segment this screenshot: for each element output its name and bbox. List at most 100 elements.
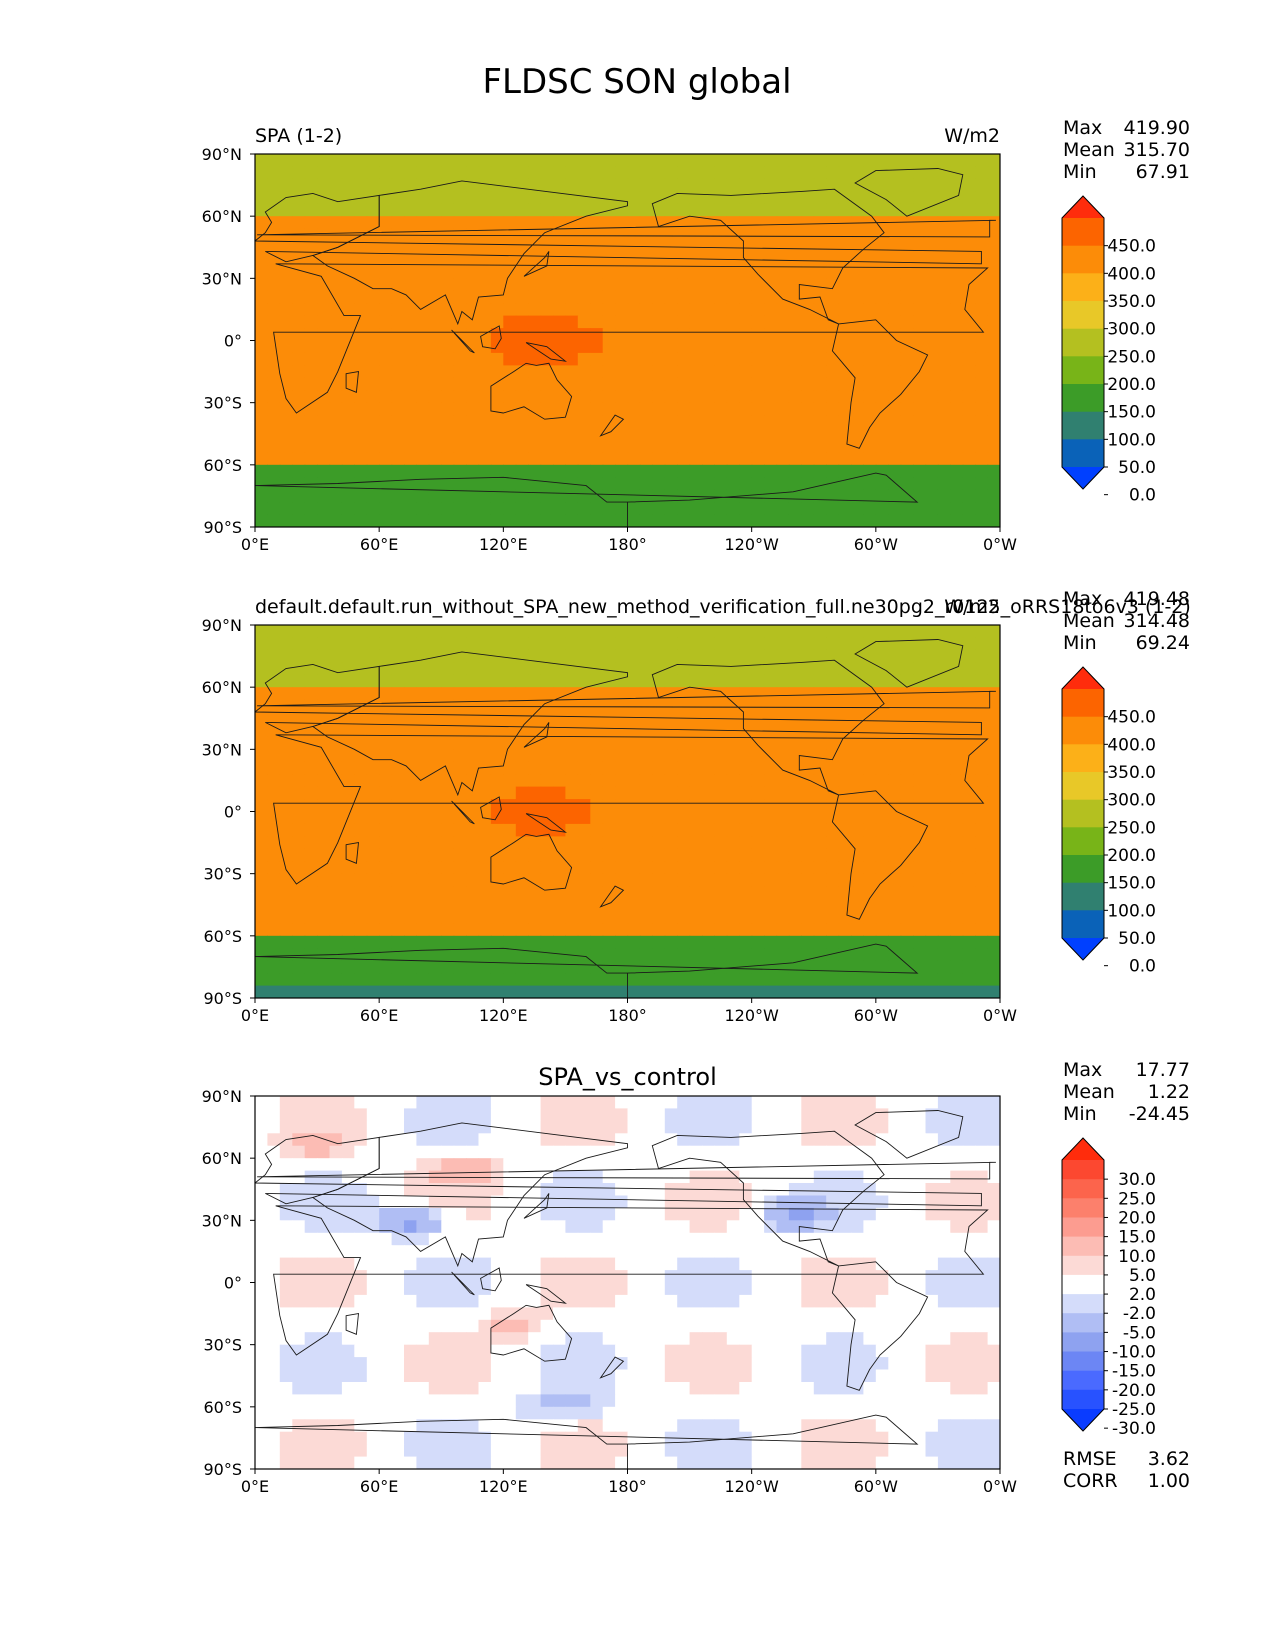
map-cell [788, 303, 802, 317]
map-cell [466, 724, 480, 738]
map-cell [528, 649, 542, 663]
map-cell [391, 911, 405, 924]
map-cell [826, 278, 840, 292]
map-cell [751, 390, 765, 404]
map-cell [279, 761, 293, 775]
map-cell [851, 1096, 864, 1109]
map-cell [863, 1257, 877, 1271]
map-cell [528, 1158, 542, 1172]
map-cell [714, 898, 728, 912]
colorbar-swatch [1062, 384, 1104, 413]
map-cell [379, 1294, 393, 1308]
map-cell [317, 637, 331, 651]
map-cell [937, 390, 951, 404]
map-cell [478, 415, 492, 429]
map-cell [466, 662, 480, 676]
map-cell [540, 154, 554, 167]
map-cell [404, 637, 417, 651]
map-cell [590, 774, 604, 788]
map-cell [255, 390, 268, 404]
map-cell [329, 489, 343, 503]
map-cell [428, 873, 442, 887]
map-cell [913, 216, 927, 230]
map-cell [689, 166, 703, 180]
map-cell [913, 761, 927, 775]
map-cell [851, 191, 864, 205]
map-cell [528, 464, 542, 478]
map-cell [863, 823, 877, 837]
map-cell [329, 873, 343, 887]
map-cell [553, 935, 566, 949]
map-cell [404, 736, 417, 750]
map-cell [255, 502, 268, 516]
map-cell [702, 1170, 715, 1184]
map-cell [925, 973, 939, 987]
map-cell [441, 502, 455, 516]
map-cell [975, 303, 989, 317]
map-cell [565, 1207, 579, 1221]
map-cell [565, 935, 579, 949]
map-cell [428, 1282, 442, 1296]
map-cell [826, 985, 840, 998]
map-cell [776, 836, 790, 850]
map-cell [788, 699, 802, 713]
map-cell [565, 687, 579, 701]
map-cell [540, 1133, 554, 1147]
map-cell [503, 390, 517, 404]
map-cell [875, 1108, 889, 1122]
map-cell [801, 166, 815, 180]
map-cell [577, 352, 591, 366]
map-cell [987, 687, 1000, 701]
map-cell [341, 203, 355, 217]
map-cell [255, 452, 268, 466]
map-cell [366, 886, 380, 900]
map-cell [888, 253, 902, 267]
map-cell [776, 477, 790, 491]
map-cell [937, 228, 951, 242]
map-cell [354, 973, 368, 987]
map-cell [329, 1257, 343, 1271]
map-cell [453, 514, 467, 527]
map-cell [751, 154, 765, 167]
map-cell [503, 1120, 517, 1134]
map-cell [317, 415, 331, 429]
map-cell [664, 1120, 678, 1134]
map-cell [441, 265, 455, 279]
map-cell [652, 886, 666, 900]
map-cell [503, 427, 517, 441]
map-cell [987, 1158, 1000, 1172]
map-cell [788, 1282, 802, 1296]
map-cell [788, 948, 802, 962]
map-cell [726, 203, 740, 217]
map-cell [851, 502, 864, 516]
map-cell [515, 811, 529, 825]
map-cell [577, 625, 591, 638]
map-cell [304, 749, 318, 763]
map-cell [801, 1270, 815, 1284]
map-cell [565, 1232, 579, 1246]
map-cell [813, 649, 827, 663]
y-tick-label: 30°S [203, 865, 242, 884]
map-cell [987, 948, 1000, 962]
map-cell [702, 1257, 715, 1271]
map-cell [689, 1319, 703, 1333]
map-cell [279, 736, 293, 750]
map-cell [962, 315, 976, 329]
map-cell [714, 216, 728, 230]
map-cell [602, 1319, 616, 1333]
map-cell [689, 1332, 703, 1346]
map-cell [863, 452, 877, 466]
map-cell [267, 836, 281, 850]
map-cell [950, 154, 964, 167]
map-cell [851, 1120, 864, 1134]
map-cell [652, 786, 666, 800]
map-cell [925, 935, 939, 949]
map-cell [702, 1120, 715, 1134]
map-cell [341, 415, 355, 429]
map-cell [391, 464, 405, 478]
map-cell [726, 402, 740, 416]
map-cell [714, 1207, 728, 1221]
map-field [255, 1096, 1000, 1469]
map-cell [590, 1232, 604, 1246]
map-cell [875, 861, 889, 875]
